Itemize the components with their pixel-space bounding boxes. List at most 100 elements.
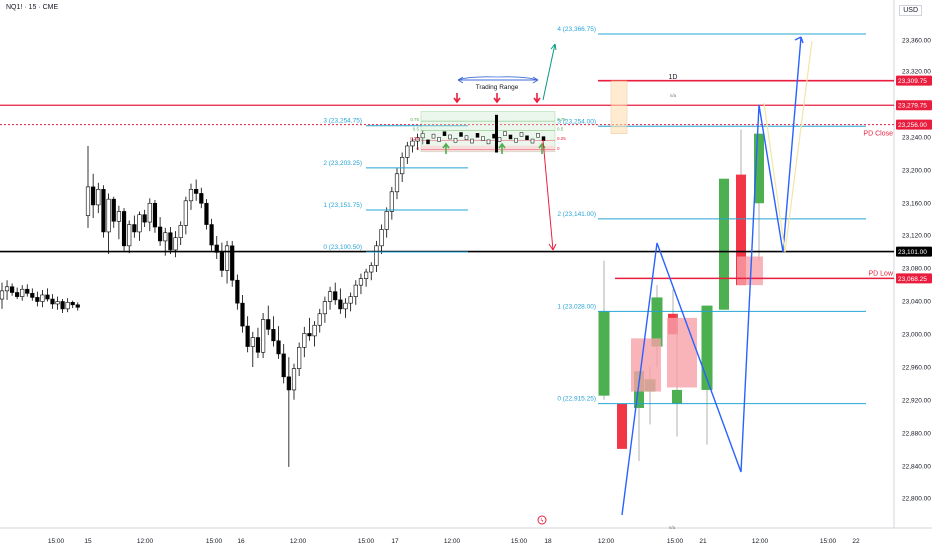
price-tag [896, 75, 932, 86]
price-tag [896, 100, 932, 111]
range-level-label: 0.5 [557, 127, 564, 132]
y-tick-label: 23,080.00 [902, 266, 931, 273]
fvg-box [631, 338, 661, 392]
y-tick-label: 23,320.00 [902, 69, 931, 76]
fib-label: 1 (23,028.00) [557, 303, 596, 310]
range-candle [486, 139, 491, 145]
up-arrow-green [498, 142, 506, 154]
x-tick-label: 15:00 [358, 538, 375, 545]
price-tag [896, 273, 932, 284]
candle-body [297, 347, 302, 369]
candle-body [322, 301, 328, 315]
candle-body [70, 302, 75, 306]
candle-body [4, 286, 10, 292]
x-tick-label: 15:00 [511, 538, 528, 545]
currency-label[interactable]: USD [899, 5, 922, 16]
fib-label: 0 (22,915.25) [557, 396, 596, 403]
timeframe-box [610, 80, 628, 134]
candle-body [384, 211, 389, 230]
x-tick-label: 15 [84, 538, 92, 545]
candle-body [255, 337, 261, 353]
range-level-label: 0.75 [557, 117, 566, 122]
candle-body [204, 202, 209, 225]
fib-label: 3 (23,254.00) [557, 118, 596, 125]
x-tick-label: 15:00 [820, 538, 837, 545]
candle-body [389, 191, 394, 212]
x-tick-label: 12:00 [598, 538, 615, 545]
candle-body [91, 186, 96, 206]
down-arrow-red [533, 93, 541, 104]
range-level-label: 0 [416, 146, 419, 151]
candle-body [230, 245, 235, 281]
candle-body [719, 178, 729, 310]
candle-body [142, 214, 147, 223]
candle-body [405, 145, 410, 158]
candle-body [163, 232, 168, 242]
x-tick-label: 12:00 [137, 538, 154, 545]
range-candle-big [495, 114, 498, 153]
candle-body [20, 288, 25, 297]
dividend-icon [537, 515, 547, 525]
range-candle [536, 133, 540, 138]
range-candle [426, 139, 430, 145]
candle-body [363, 271, 369, 279]
candle-body [736, 174, 746, 286]
candle-body [240, 302, 245, 327]
range-candle [525, 135, 529, 141]
fvg-box [667, 317, 697, 388]
projection-path-yellow [763, 40, 813, 253]
candle-body [394, 173, 400, 193]
x-tick-label: 12:00 [444, 538, 461, 545]
candle-body [152, 202, 158, 228]
candle-body [183, 200, 188, 226]
fib-label: 4 (23,366.75) [557, 26, 596, 33]
range-candle [470, 138, 474, 144]
candle-body [116, 211, 121, 222]
candle-body [617, 403, 627, 449]
candle-body [420, 133, 425, 139]
candle-body [147, 202, 152, 223]
range-candle [431, 133, 436, 139]
y-tick-label: 22,800.00 [902, 496, 931, 503]
candle-body [101, 189, 106, 233]
up-arrow-green [442, 142, 450, 154]
candle-body [291, 368, 297, 391]
y-tick-label: 22,880.00 [902, 431, 931, 438]
y-tick-label: 23,000.00 [902, 332, 931, 339]
candle-body [327, 291, 333, 302]
level-label: PD Low [868, 270, 893, 277]
trading-range-lower-zone [421, 145, 555, 152]
trading-range-title: Trading Range [476, 84, 519, 91]
candle-body [266, 319, 271, 330]
range-level-label: 0.25 [410, 136, 419, 141]
timeframe-box-label: 1D [669, 74, 678, 81]
price-tag-label: 23,279.75 [898, 103, 927, 110]
y-tick-label: 23,120.00 [902, 233, 931, 240]
candle-body [158, 226, 163, 242]
candle-body [348, 296, 353, 304]
projection-arrow-up [542, 43, 556, 101]
range-arrow-head [457, 76, 539, 84]
fib-label: 0 (23,100.50) [323, 244, 362, 251]
range-candle [448, 134, 452, 140]
symbol-label[interactable]: NQ1! · 15 · CME [6, 4, 59, 11]
candle-body [276, 340, 281, 355]
candle-body [235, 279, 240, 304]
down-arrow-red [453, 93, 461, 104]
range-level-label: 0.25 [557, 136, 566, 141]
candle-body [178, 225, 183, 238]
y-tick-label: 23,360.00 [902, 38, 931, 45]
candle-body [60, 301, 65, 310]
range-candle [437, 137, 441, 142]
candle-body [651, 297, 663, 347]
candle-body [307, 333, 312, 337]
range-candle [530, 138, 535, 144]
candle-body [333, 291, 338, 301]
candle-body [271, 329, 276, 342]
range-candle [508, 134, 513, 140]
candle-body [281, 353, 286, 378]
candle-body [65, 302, 70, 310]
candle-body [754, 133, 764, 204]
